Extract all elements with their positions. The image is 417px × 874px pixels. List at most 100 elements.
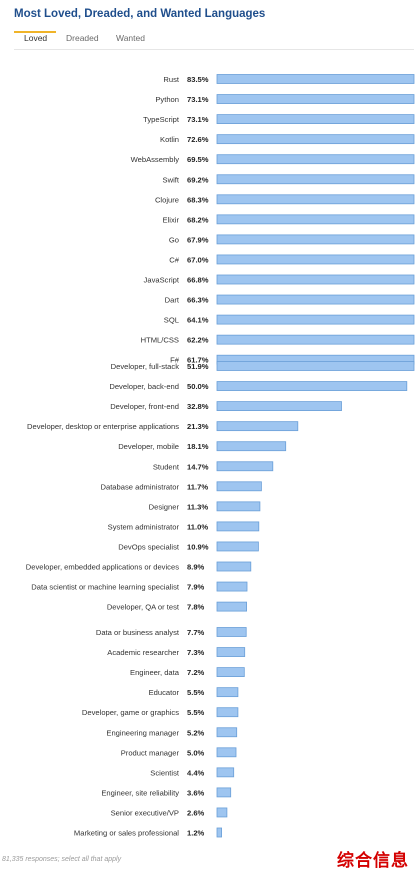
value-label-kotlin: 72.6% <box>187 135 209 144</box>
category-label-database-administrator: Database administrator <box>100 482 179 491</box>
category-label-html-css: HTML/CSS <box>141 336 179 345</box>
category-label-developer-mobile: Developer, mobile <box>118 442 179 451</box>
tab-bar: Loved Dreaded Wanted <box>14 31 414 50</box>
bar-elixir <box>216 214 415 225</box>
bar-swift <box>216 174 415 185</box>
value-label-data-scientist-or-machine-learning-specialist: 7.9% <box>187 583 205 592</box>
value-label-system-administrator: 11.0% <box>187 522 208 531</box>
value-label-designer: 11.3% <box>187 502 208 511</box>
value-label-engineering-manager: 5.2% <box>187 728 205 737</box>
category-label-student: Student <box>153 462 180 471</box>
chart-title: Most Loved, Dreaded, and Wanted Language… <box>14 8 266 20</box>
value-label-sql: 64.1% <box>187 316 209 325</box>
category-label-developer-qa-or-test: Developer, QA or test <box>107 603 180 612</box>
category-label-swift: Swift <box>163 175 180 184</box>
value-label-c: 67.0% <box>187 255 209 264</box>
value-label-python: 73.1% <box>187 95 209 104</box>
bar-c <box>216 254 415 265</box>
category-label-developer-full-stack: Developer, full-stack <box>111 362 180 371</box>
bar-data-or-business-analyst <box>216 627 247 637</box>
bar-developer-front-end <box>216 401 342 412</box>
value-label-developer-full-stack: 51.9% <box>187 362 209 371</box>
bar-educator <box>216 687 239 698</box>
value-label-go: 67.9% <box>187 235 209 244</box>
value-label-marketing-or-sales-professional: 1.2% <box>187 829 205 838</box>
category-label-dart: Dart <box>165 296 180 305</box>
category-label-product-manager: Product manager <box>121 748 180 757</box>
category-label-developer-game-or-graphics: Developer, game or graphics <box>82 708 179 717</box>
value-label-senior-executive-vp: 2.6% <box>187 808 205 817</box>
bar-developer-back-end <box>216 381 408 391</box>
tab-wanted[interactable]: Wanted <box>116 33 145 43</box>
category-label-c: C# <box>169 255 179 264</box>
value-label-elixir: 68.2% <box>187 215 209 224</box>
bar-developer-game-or-graphics <box>216 707 239 718</box>
bar-engineer-data <box>216 667 245 677</box>
bar-marketing-or-sales-professional <box>216 827 222 838</box>
value-label-clojure: 68.3% <box>187 195 209 204</box>
value-label-developer-front-end: 32.8% <box>187 402 209 411</box>
watermark: 综合信息 <box>337 851 409 870</box>
value-label-typescript: 73.1% <box>187 115 209 124</box>
category-label-academic-researcher: Academic researcher <box>107 648 179 657</box>
value-label-webassembly: 69.5% <box>187 155 209 164</box>
value-label-rust: 83.5% <box>187 75 209 84</box>
bar-rust <box>216 74 415 84</box>
tab-loved[interactable]: Loved <box>24 33 48 43</box>
bar-developer-desktop-or-enterprise-applications <box>216 421 299 432</box>
category-label-kotlin: Kotlin <box>160 135 179 144</box>
tab-dreaded[interactable]: Dreaded <box>66 33 99 43</box>
value-label-scientist: 4.4% <box>187 768 205 777</box>
bar-system-administrator <box>216 521 260 532</box>
bar-chart: Rust 83.5% Python 73.1% TypeScript 73.1% Kotli… <box>26 74 415 838</box>
bar-academic-researcher <box>216 647 246 657</box>
bar-engineering-manager <box>216 727 238 738</box>
value-label-f: 61.7% <box>187 356 209 365</box>
bar-developer-mobile <box>216 441 287 452</box>
category-label-marketing-or-sales-professional: Marketing or sales professional <box>74 829 179 838</box>
value-label-developer-mobile: 18.1% <box>187 442 209 451</box>
category-label-devops-specialist: DevOps specialist <box>118 542 180 551</box>
category-label-webassembly: WebAssembly <box>131 155 180 164</box>
bar-javascript <box>216 274 415 285</box>
category-label-educator: Educator <box>149 688 180 697</box>
value-label-javascript: 66.8% <box>187 276 209 285</box>
category-label-f: F# <box>170 356 180 365</box>
value-label-developer-back-end: 50.0% <box>187 382 209 391</box>
value-label-product-manager: 5.0% <box>187 748 205 757</box>
value-label-academic-researcher: 7.3% <box>187 648 205 657</box>
category-label-developer-embedded-applications-or-devices: Developer, embedded applications or devi… <box>26 563 179 572</box>
bar-engineer-site-reliability <box>216 787 232 798</box>
bar-developer-full-stack <box>216 361 415 371</box>
value-label-student: 14.7% <box>187 462 209 471</box>
category-label-sql: SQL <box>164 316 179 325</box>
bar-dart <box>216 294 415 305</box>
bar-kotlin <box>216 134 415 145</box>
category-label-elixir: Elixir <box>163 215 180 224</box>
value-label-educator: 5.5% <box>187 688 205 697</box>
bar-clojure <box>216 194 415 205</box>
bar-html-css <box>216 334 415 345</box>
category-label-engineer-data: Engineer, data <box>130 668 180 677</box>
category-label-scientist: Scientist <box>150 768 180 777</box>
category-label-go: Go <box>169 235 179 244</box>
bar-database-administrator <box>216 481 262 492</box>
category-label-developer-front-end: Developer, front-end <box>110 402 179 411</box>
category-label-data-scientist-or-machine-learning-specialist: Data scientist or machine learning speci… <box>31 583 180 592</box>
bar-product-manager <box>216 747 237 758</box>
active-tab-indicator <box>14 31 56 33</box>
category-label-javascript: JavaScript <box>144 276 180 285</box>
bar-designer <box>216 501 261 512</box>
bar-senior-executive-vp <box>216 807 228 818</box>
value-label-developer-qa-or-test: 7.8% <box>187 603 205 612</box>
value-label-developer-game-or-graphics: 5.5% <box>187 708 205 717</box>
value-label-developer-desktop-or-enterprise-applications: 21.3% <box>187 422 209 431</box>
category-label-developer-back-end: Developer, back-end <box>109 382 179 391</box>
footnote: 81,335 responses; select all that apply <box>2 856 122 863</box>
bar-sql <box>216 314 415 325</box>
category-label-clojure: Clojure <box>155 195 179 204</box>
value-label-developer-embedded-applications-or-devices: 8.9% <box>187 563 205 572</box>
bar-scientist <box>216 767 235 778</box>
category-label-engineer-site-reliability: Engineer, site reliability <box>101 788 179 797</box>
value-label-data-or-business-analyst: 7.7% <box>187 628 205 637</box>
